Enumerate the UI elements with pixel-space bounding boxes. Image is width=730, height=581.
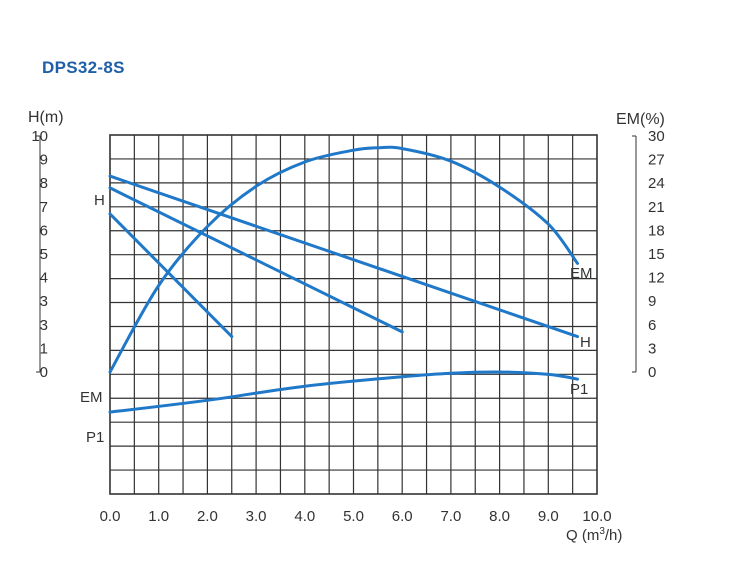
y-left-tick-label: 3 xyxy=(40,293,48,310)
curve-label-h-left: H xyxy=(94,192,105,209)
y-left-tick-label: 1 xyxy=(40,340,48,357)
y-left-tick-label: 4 xyxy=(40,270,48,287)
x-tick-label: 5.0 xyxy=(343,508,364,525)
x-tick-label: 6.0 xyxy=(392,508,413,525)
x-tick-label: 1.0 xyxy=(148,508,169,525)
x-tick-label: 4.0 xyxy=(294,508,315,525)
y-left-axis-label: H(m) xyxy=(28,109,64,126)
x-axis-label: Q (m3/h) xyxy=(566,526,622,544)
y-right-tick-label: 6 xyxy=(648,317,656,334)
x-tick-labels: 0.0 1.0 2.0 3.0 4.0 5.0 6.0 7.0 8.0 9.0 10.0 xyxy=(100,508,612,525)
x-tick-label: 0.0 xyxy=(100,508,121,525)
series-line-h-2 xyxy=(108,174,579,339)
y-right-tick-label: 0 xyxy=(648,364,656,381)
series-line-em-3 xyxy=(108,145,579,374)
curve-label-em-left: EM xyxy=(80,389,103,406)
x-tick-label: 10.0 xyxy=(582,508,611,525)
y-right-tick-label: 27 xyxy=(648,152,665,169)
y-right-tick-label: 3 xyxy=(648,340,656,357)
curves xyxy=(108,145,579,414)
y-right-tick-label: 24 xyxy=(648,175,665,192)
y-right-tick-label: 12 xyxy=(648,270,665,287)
grid xyxy=(110,135,597,494)
y-right-tick-label: 18 xyxy=(648,222,665,239)
series-line-h-1 xyxy=(108,186,404,334)
curve-label-p1-left: P1 xyxy=(86,429,104,446)
y-left-tick-label: 7 xyxy=(40,199,48,216)
series-line-p1-4 xyxy=(108,370,579,414)
x-tick-label: 7.0 xyxy=(440,508,461,525)
x-tick-label: 2.0 xyxy=(197,508,218,525)
x-tick-label: 9.0 xyxy=(538,508,559,525)
y-left-tick-label: 10 xyxy=(31,128,48,145)
chart-title: DPS32-8S xyxy=(42,58,125,77)
y-left-tick-label: 3 xyxy=(40,317,48,334)
y-left-tick-label: 6 xyxy=(40,222,48,239)
curve-label-p1-right: P1 xyxy=(570,381,588,398)
y-right-tick-label: 30 xyxy=(648,128,665,145)
y-right-axis-label: EM(%) xyxy=(616,111,665,128)
curve-label-em-right: EM xyxy=(570,265,593,282)
series-line-h-0 xyxy=(108,212,234,339)
x-tick-label: 8.0 xyxy=(489,508,510,525)
y-left-tick-label: 0 xyxy=(40,364,48,381)
y-left-tick-label: 5 xyxy=(40,246,48,263)
y-left-tick-label: 9 xyxy=(40,152,48,169)
x-tick-label: 3.0 xyxy=(246,508,267,525)
y-left-tick-label: 8 xyxy=(40,175,48,192)
curve-label-h-right: H xyxy=(580,334,591,351)
y-right-tick-label: 9 xyxy=(648,293,656,310)
y-right-tick-label: 15 xyxy=(648,246,665,263)
y-right-tick-label: 21 xyxy=(648,199,665,216)
